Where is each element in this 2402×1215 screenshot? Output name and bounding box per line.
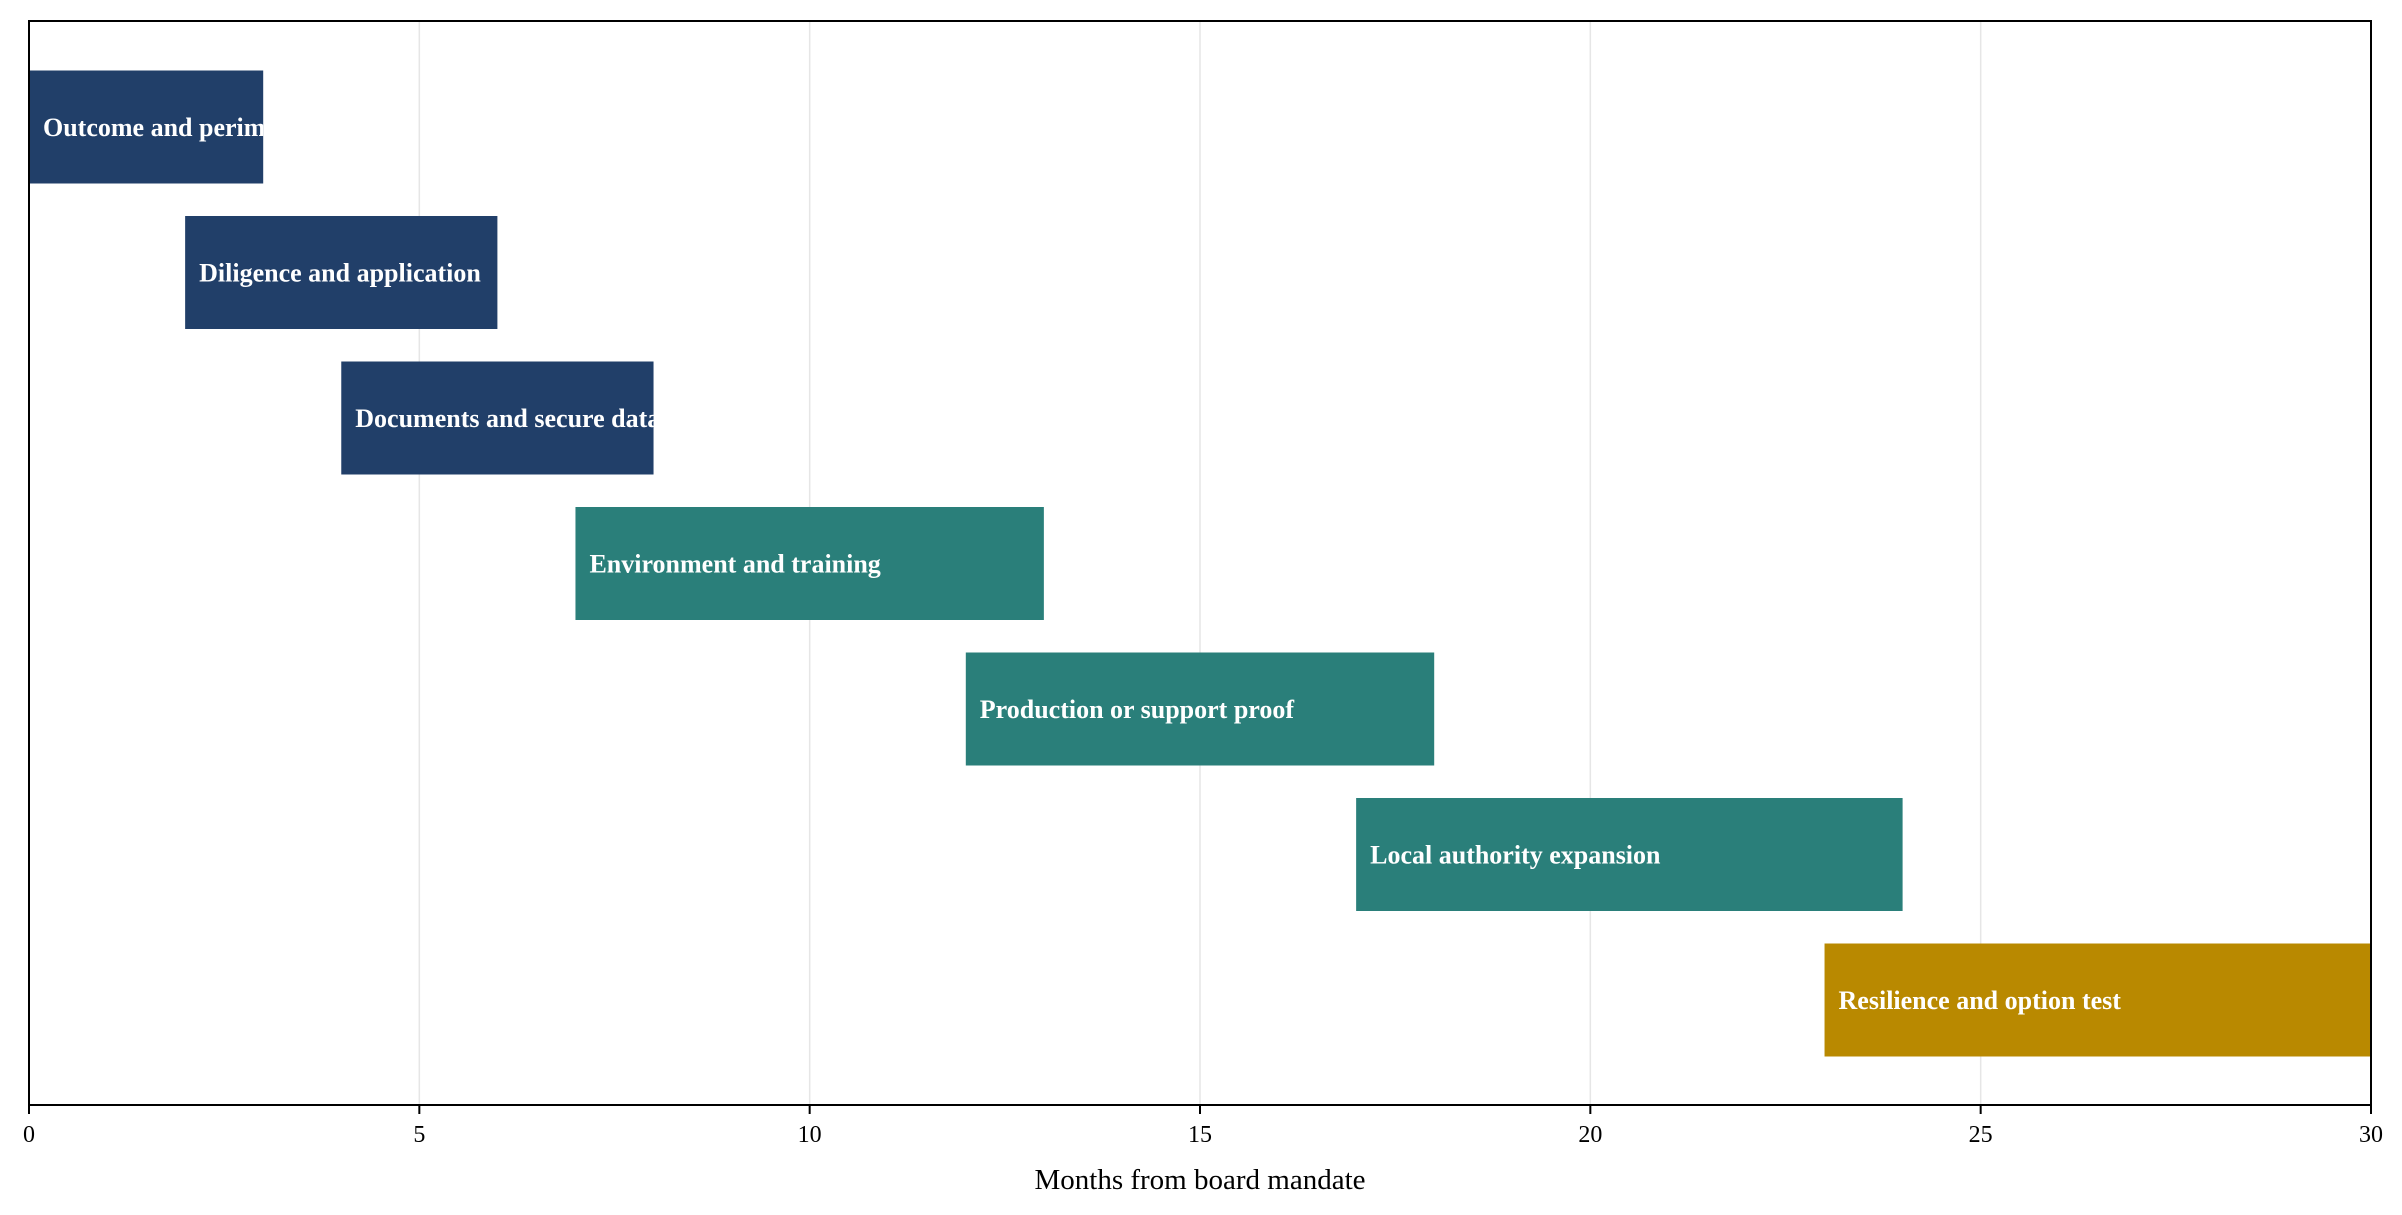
task-bar-label: Documents and secure data	[355, 404, 660, 433]
task-bar	[575, 507, 1044, 620]
task-bar-label: Production or support proof	[980, 695, 1295, 724]
task-bar	[185, 216, 498, 329]
x-tick-label: 15	[1188, 1122, 1212, 1148]
x-axis-label: Months from board mandate	[1034, 1164, 1365, 1196]
x-tick-label: 25	[1969, 1122, 1993, 1148]
task-bar-label: Environment and training	[589, 550, 880, 579]
task-bar-label: Diligence and application	[199, 259, 481, 288]
task-bar	[29, 70, 264, 184]
x-tick-label: 0	[23, 1122, 35, 1148]
x-axis-ticks: 0 5 10 15 20 25 30	[23, 1105, 2383, 1148]
task-bar-label: Resilience and option test	[1839, 986, 2122, 1015]
task-bar	[1824, 943, 2371, 1057]
x-tick-label: 20	[1578, 1122, 1602, 1148]
x-tick-label: 30	[2359, 1122, 2383, 1148]
task-bar-label: Local authority expansion	[1370, 841, 1661, 870]
task-bar	[1356, 798, 1903, 911]
x-tick-label: 5	[413, 1122, 425, 1148]
x-tick-label: 10	[798, 1122, 822, 1148]
bars: Outcome and perimeter Diligence and appli…	[29, 70, 2371, 1057]
task-bar	[965, 652, 1435, 766]
task-bar	[341, 361, 654, 475]
task-bar-label: Outcome and perimeter	[43, 113, 309, 142]
